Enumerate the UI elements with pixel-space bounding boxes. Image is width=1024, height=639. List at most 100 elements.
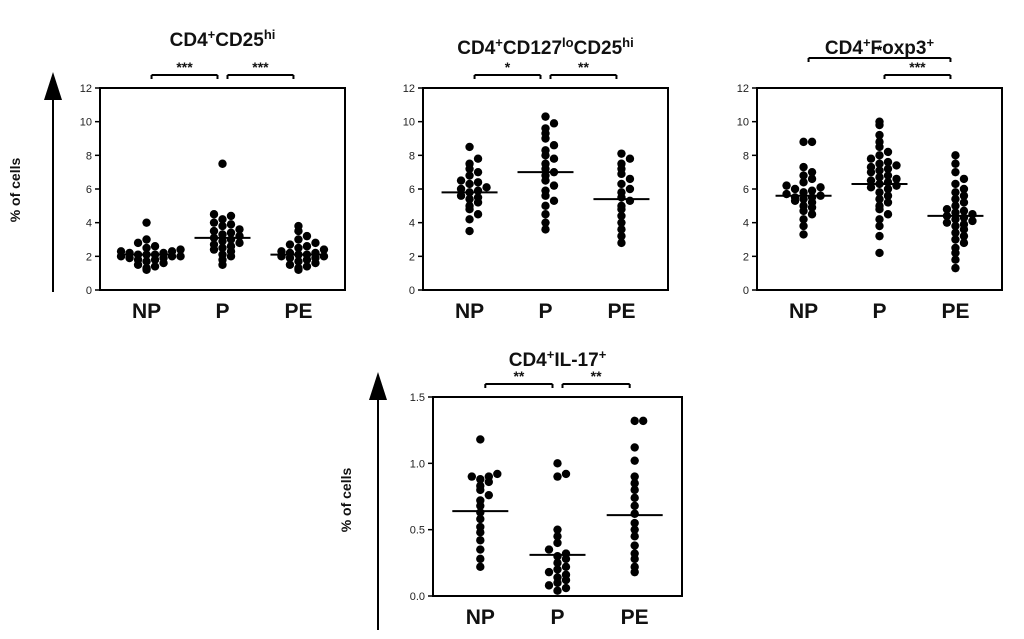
data-point — [294, 235, 303, 244]
data-point — [799, 171, 808, 180]
series-p — [529, 459, 586, 595]
data-point — [476, 522, 485, 532]
data-point — [959, 220, 969, 229]
data-point — [875, 173, 884, 182]
data-point — [630, 509, 639, 518]
category-label-pe: PE — [284, 300, 312, 323]
data-point — [807, 210, 817, 219]
data-point — [235, 238, 244, 248]
data-point — [875, 248, 884, 258]
category-label-np: NP — [455, 300, 484, 323]
y-tick-label: 0.5 — [410, 525, 425, 537]
data-point — [277, 247, 286, 256]
data-point — [875, 194, 884, 204]
data-point — [553, 565, 562, 574]
data-point — [167, 247, 177, 256]
panel-1: CD4+CD25hi 0 2 4 6 8 10 12 NP P PE *** *** — [80, 27, 346, 323]
data-point — [553, 525, 562, 534]
y-tick-label: 8 — [86, 150, 92, 162]
y-tick-label: 4 — [86, 218, 92, 230]
data-point — [959, 231, 969, 241]
data-point — [476, 554, 485, 564]
series-pe — [927, 151, 984, 273]
y-tick-label: 0.0 — [410, 591, 425, 603]
data-point — [549, 181, 559, 190]
data-point — [209, 226, 219, 236]
y-tick-label: 2 — [86, 251, 92, 263]
data-point — [951, 263, 960, 273]
data-point — [561, 562, 571, 572]
data-point — [541, 124, 550, 133]
data-point — [294, 243, 303, 253]
data-point — [816, 183, 825, 192]
data-point — [218, 230, 227, 239]
data-point — [226, 220, 236, 229]
data-point — [476, 496, 485, 505]
panel-title: CD4+Foxp3+ — [825, 35, 935, 59]
data-point — [875, 221, 884, 231]
data-point — [493, 469, 502, 479]
y-tick-label: 10 — [403, 117, 415, 129]
data-point — [875, 188, 884, 197]
data-point — [176, 245, 185, 254]
category-label-pe: PE — [941, 300, 969, 323]
series-np — [452, 435, 509, 572]
data-point — [176, 252, 185, 261]
data-point — [799, 137, 808, 147]
data-point — [473, 210, 483, 219]
data-point — [630, 416, 639, 426]
data-point — [473, 186, 483, 195]
data-point — [209, 240, 219, 249]
y-axis-arrow-top — [44, 72, 62, 292]
data-point — [456, 184, 466, 194]
data-point — [218, 215, 227, 224]
data-point — [285, 248, 295, 258]
data-point — [617, 201, 626, 211]
data-point — [883, 184, 893, 194]
data-point — [476, 475, 485, 484]
data-point — [473, 154, 483, 163]
data-point — [951, 167, 960, 177]
data-point — [799, 194, 808, 204]
data-point — [951, 235, 960, 244]
data-point — [142, 235, 151, 244]
data-point — [875, 117, 884, 126]
data-point — [630, 501, 639, 510]
data-point — [142, 218, 151, 227]
category-label-np: NP — [466, 606, 495, 629]
data-point — [541, 112, 550, 121]
data-point — [218, 243, 227, 253]
significance-bracket: ** — [549, 59, 618, 79]
data-point — [553, 586, 562, 595]
y-tick-label: 12 — [80, 83, 92, 95]
data-point — [285, 260, 295, 269]
data-point — [883, 191, 893, 200]
data-point — [951, 159, 960, 168]
data-point — [473, 178, 483, 187]
y-tick-label: 10 — [80, 117, 92, 129]
data-point — [553, 472, 562, 481]
data-point — [883, 198, 893, 207]
data-point — [541, 225, 550, 234]
series-pe — [593, 149, 650, 248]
data-point — [959, 191, 969, 200]
data-point — [235, 225, 244, 234]
data-point — [473, 193, 483, 202]
data-point — [226, 211, 236, 221]
data-point — [553, 532, 562, 541]
data-point — [951, 255, 960, 264]
data-point — [883, 171, 893, 180]
data-point — [951, 208, 960, 217]
data-point — [465, 215, 474, 224]
data-point — [790, 193, 800, 202]
data-point — [150, 242, 160, 251]
series-np — [116, 218, 185, 274]
y-tick-label: 6 — [86, 184, 92, 196]
y-tick-label: 4 — [409, 218, 415, 230]
y-tick-label: 1.0 — [410, 458, 425, 470]
data-point — [883, 164, 893, 173]
data-point — [951, 243, 960, 253]
data-point — [294, 221, 303, 231]
data-point — [959, 174, 969, 184]
